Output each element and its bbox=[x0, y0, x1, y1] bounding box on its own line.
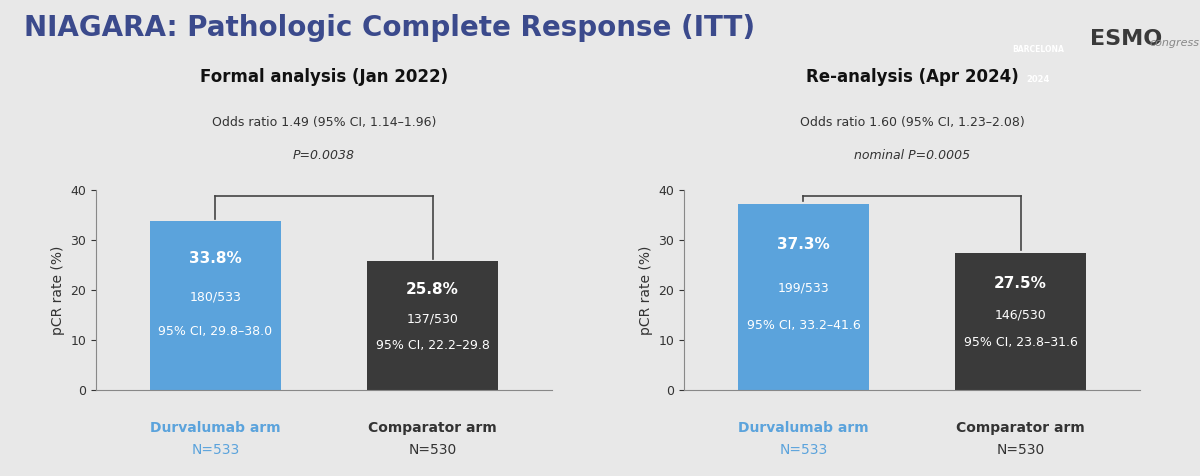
Text: Re-analysis (Apr 2024): Re-analysis (Apr 2024) bbox=[805, 68, 1019, 86]
Text: 2024: 2024 bbox=[1026, 75, 1050, 83]
Text: Durvalumab arm: Durvalumab arm bbox=[738, 421, 869, 435]
Bar bbox=[738, 204, 869, 390]
Text: Durvalumab arm: Durvalumab arm bbox=[150, 421, 281, 435]
Bar bbox=[955, 253, 1086, 390]
Text: N=533: N=533 bbox=[191, 443, 240, 457]
Text: ESMO: ESMO bbox=[1090, 29, 1162, 49]
Text: N=530: N=530 bbox=[996, 443, 1045, 457]
Text: 33.8%: 33.8% bbox=[190, 251, 242, 266]
Text: NIAGARA: Pathologic Complete Response (ITT): NIAGARA: Pathologic Complete Response (I… bbox=[24, 14, 755, 42]
Text: 25.8%: 25.8% bbox=[406, 282, 460, 297]
Text: 180/533: 180/533 bbox=[190, 291, 241, 304]
Text: Comparator arm: Comparator arm bbox=[368, 421, 497, 435]
Text: 95% CI, 33.2–41.6: 95% CI, 33.2–41.6 bbox=[746, 318, 860, 332]
Y-axis label: pCR rate (%): pCR rate (%) bbox=[638, 246, 653, 335]
Text: 95% CI, 29.8–38.0: 95% CI, 29.8–38.0 bbox=[158, 325, 272, 337]
Text: P=0.0038: P=0.0038 bbox=[293, 149, 355, 162]
Text: BARCELONA: BARCELONA bbox=[1012, 45, 1064, 53]
Text: Comparator arm: Comparator arm bbox=[956, 421, 1085, 435]
Text: 137/530: 137/530 bbox=[407, 313, 458, 326]
Text: 95% CI, 22.2–29.8: 95% CI, 22.2–29.8 bbox=[376, 339, 490, 352]
Text: 95% CI, 23.8–31.6: 95% CI, 23.8–31.6 bbox=[964, 336, 1078, 349]
Text: 27.5%: 27.5% bbox=[994, 276, 1048, 291]
Text: Formal analysis (Jan 2022): Formal analysis (Jan 2022) bbox=[200, 68, 448, 86]
Text: Odds ratio 1.60 (95% CI, 1.23–2.08): Odds ratio 1.60 (95% CI, 1.23–2.08) bbox=[799, 116, 1025, 129]
Text: N=530: N=530 bbox=[408, 443, 457, 457]
Text: 199/533: 199/533 bbox=[778, 281, 829, 294]
Text: 37.3%: 37.3% bbox=[778, 238, 830, 252]
Y-axis label: pCR rate (%): pCR rate (%) bbox=[50, 246, 65, 335]
Bar bbox=[367, 261, 498, 390]
Text: Odds ratio 1.49 (95% CI, 1.14–1.96): Odds ratio 1.49 (95% CI, 1.14–1.96) bbox=[212, 116, 436, 129]
Text: N=533: N=533 bbox=[779, 443, 828, 457]
Text: congress: congress bbox=[1150, 38, 1200, 48]
Bar bbox=[150, 221, 281, 390]
Text: nominal P=0.0005: nominal P=0.0005 bbox=[854, 149, 970, 162]
Text: 146/530: 146/530 bbox=[995, 308, 1046, 321]
